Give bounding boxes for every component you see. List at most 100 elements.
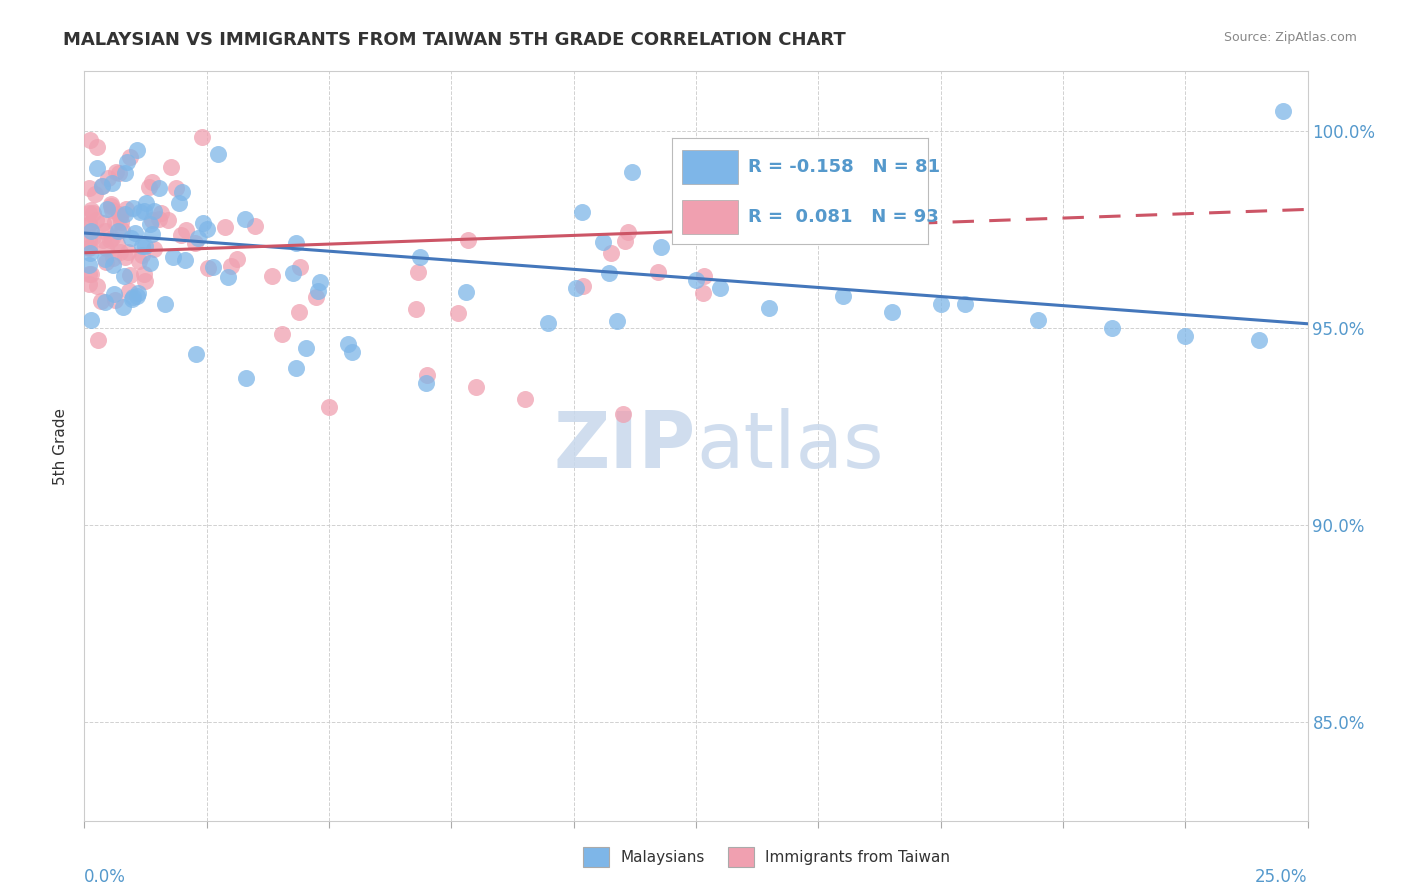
Point: [93, 252, 115, 266]
Point: [226, 252, 249, 267]
Point: [131, 239, 153, 253]
Point: [831, 289, 853, 303]
Point: [80, 224, 103, 238]
Point: [929, 297, 952, 311]
Point: [82, 206, 104, 220]
Point: [148, 212, 170, 227]
Point: [953, 297, 976, 311]
Point: [135, 195, 157, 210]
Point: [281, 266, 304, 280]
Point: [108, 244, 131, 259]
Y-axis label: 5th Grade: 5th Grade: [53, 408, 69, 484]
Point: [77, 277, 100, 291]
Point: [117, 244, 139, 259]
Text: Immigrants from Taiwan: Immigrants from Taiwan: [765, 850, 950, 864]
Point: [170, 227, 193, 242]
Point: [100, 197, 122, 211]
Point: [600, 245, 623, 260]
Point: [84, 186, 107, 201]
Point: [692, 285, 714, 300]
Point: [186, 347, 208, 361]
Point: [108, 207, 131, 221]
Point: [127, 288, 149, 302]
Point: [77, 241, 100, 255]
Point: [176, 222, 198, 236]
Point: [122, 290, 145, 304]
Point: [307, 284, 329, 298]
Point: [120, 231, 142, 245]
Point: [86, 161, 108, 176]
Point: [148, 181, 170, 195]
Point: [309, 275, 332, 289]
Point: [620, 165, 643, 179]
Point: [685, 273, 707, 287]
Point: [217, 270, 239, 285]
Text: Malaysians: Malaysians: [620, 850, 704, 864]
Point: [305, 290, 328, 304]
Point: [107, 224, 129, 238]
Point: [91, 179, 114, 194]
Point: [197, 260, 219, 275]
Point: [101, 176, 124, 190]
Point: [100, 231, 122, 245]
Point: [94, 241, 117, 255]
Point: [406, 265, 429, 279]
Point: [564, 281, 586, 295]
Text: 25.0%: 25.0%: [1256, 868, 1308, 886]
Point: [709, 281, 731, 295]
Point: [115, 202, 138, 216]
Point: [162, 251, 184, 265]
Point: [214, 219, 236, 234]
Point: [195, 222, 218, 236]
Point: [243, 219, 266, 234]
Point: [100, 199, 122, 213]
Point: [219, 259, 242, 273]
Text: Source: ZipAtlas.com: Source: ZipAtlas.com: [1223, 31, 1357, 45]
Point: [141, 227, 163, 242]
Point: [77, 206, 100, 220]
Point: [288, 305, 311, 319]
Point: [447, 305, 470, 319]
Point: [94, 255, 117, 269]
Point: [77, 219, 100, 233]
Point: [127, 286, 149, 301]
Point: [80, 267, 103, 281]
Point: [86, 278, 108, 293]
Point: [612, 408, 634, 422]
Point: [235, 370, 257, 384]
Point: [104, 293, 127, 307]
Point: [284, 361, 307, 376]
Point: [233, 212, 256, 227]
Point: [110, 209, 132, 223]
Point: [613, 234, 636, 248]
Point: [94, 295, 117, 310]
Point: [141, 213, 163, 227]
Point: [103, 287, 125, 301]
Point: [101, 258, 124, 272]
Point: [111, 223, 134, 237]
Point: [91, 216, 114, 230]
Point: [91, 233, 114, 247]
Point: [170, 185, 193, 199]
Point: [77, 181, 100, 195]
Point: [104, 215, 127, 229]
Point: [454, 285, 477, 300]
Point: [77, 217, 100, 231]
Bar: [682, 200, 738, 234]
Point: [129, 205, 152, 219]
Point: [270, 326, 292, 341]
Point: [598, 266, 620, 280]
Point: [880, 305, 903, 319]
Point: [132, 204, 155, 219]
Point: [337, 336, 360, 351]
Point: [111, 300, 134, 314]
Point: [606, 314, 628, 328]
Text: ZIP: ZIP: [554, 408, 696, 484]
Point: [138, 180, 160, 194]
Point: [318, 400, 340, 414]
Point: [87, 333, 110, 347]
Point: [647, 264, 669, 278]
Text: R = -0.158   N = 81: R = -0.158 N = 81: [748, 158, 941, 176]
Point: [84, 212, 107, 227]
Point: [157, 212, 180, 227]
